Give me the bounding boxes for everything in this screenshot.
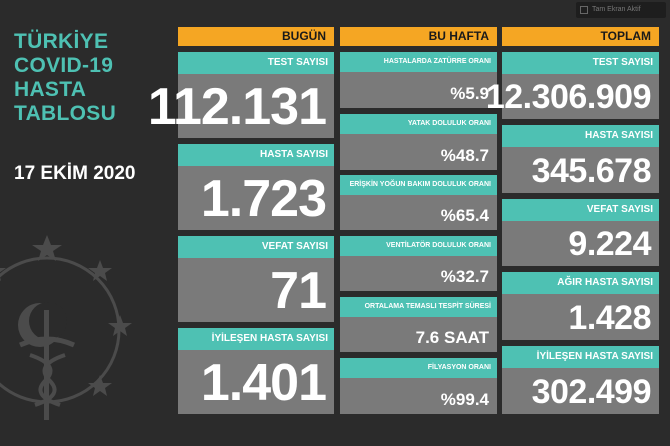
- today-recovered-card: İYİLEŞEN HASTA SAYISI 1.401: [178, 328, 334, 414]
- today-patient-value: 1.723: [200, 170, 327, 228]
- week-pneumonia-label: HASTALARDA ZATÜRRE ORANI: [340, 52, 497, 72]
- total-recovered-value: 302.499: [531, 373, 652, 411]
- week-bed-value: %48.7: [440, 146, 489, 165]
- ministry-emblem-icon: [0, 235, 132, 420]
- today-test-value: 112.131: [147, 78, 327, 136]
- total-death-label: VEFAT SAYISI: [502, 199, 659, 221]
- top-fullscreen-link[interactable]: Tam Ekran Aktif: [576, 2, 666, 18]
- today-recovered-label: İYİLEŞEN HASTA SAYISI: [178, 328, 334, 350]
- week-bed-card: YATAK DOLULUK ORANI %48.7: [340, 114, 497, 170]
- column-header-week: BU HAFTA: [340, 27, 497, 46]
- total-test-value: 12.306.909: [485, 78, 652, 116]
- week-filiation-value: %99.4: [440, 390, 489, 409]
- total-death-card: VEFAT SAYISI 9.224: [502, 199, 659, 266]
- total-patient-value: 345.678: [531, 152, 652, 190]
- today-test-card: TEST SAYISI 112.131: [148, 52, 334, 138]
- title-line-2: COVID-19: [14, 54, 114, 77]
- today-test-label: TEST SAYISI: [178, 52, 334, 74]
- week-icu-value: %65.4: [440, 206, 489, 225]
- column-header-today: BUGÜN: [178, 27, 334, 46]
- today-death-label: VEFAT SAYISI: [178, 236, 334, 258]
- week-bed-label: YATAK DOLULUK ORANI: [340, 114, 497, 134]
- week-ventilator-value: %32.7: [440, 267, 489, 286]
- total-critical-label: AĞIR HASTA SAYISI: [502, 272, 659, 294]
- week-icu-card: ERİŞKİN YOĞUN BAKIM DOLULUK ORANI %65.4: [340, 175, 497, 230]
- report-date: 17 EKİM 2020: [14, 163, 136, 184]
- today-death-card: VEFAT SAYISI 71: [178, 236, 334, 322]
- week-pneumonia-value: %5.9: [450, 84, 489, 103]
- today-death-value: 71: [270, 262, 327, 320]
- column-header-total: TOPLAM: [502, 27, 659, 46]
- today-patient-label: HASTA SAYISI: [178, 144, 334, 166]
- total-test-label: TEST SAYISI: [502, 52, 659, 74]
- total-critical-card: AĞIR HASTA SAYISI 1.428: [502, 272, 659, 340]
- title-line-4: TABLOSU: [14, 102, 117, 125]
- week-filiation-card: FİLYASYON ORANI %99.4: [340, 358, 497, 414]
- today-patient-card: HASTA SAYISI 1.723: [178, 144, 334, 230]
- week-contact-label: ORTALAMA TEMASLI TESPİT SÜRESİ: [340, 297, 497, 317]
- week-ventilator-card: VENTİLATÖR DOLULUK ORANI %32.7: [340, 236, 497, 291]
- total-recovered-label: İYİLEŞEN HASTA SAYISI: [502, 346, 659, 368]
- week-icu-label: ERİŞKİN YOĞUN BAKIM DOLULUK ORANI: [340, 175, 497, 195]
- total-recovered-card: İYİLEŞEN HASTA SAYISI 302.499: [502, 346, 659, 414]
- fullscreen-link-label: Tam Ekran Aktif: [592, 6, 641, 13]
- total-death-value: 9.224: [568, 225, 651, 263]
- total-test-card: TEST SAYISI 12.306.909: [486, 52, 659, 119]
- total-patient-label: HASTA SAYISI: [502, 125, 659, 147]
- title-line-1: TÜRKİYE: [14, 30, 109, 53]
- title-line-3: HASTA: [14, 78, 87, 101]
- page-title: TÜRKİYE COVID-19 HASTA TABLOSU: [14, 30, 116, 126]
- week-filiation-label: FİLYASYON ORANI: [340, 358, 497, 378]
- today-recovered-value: 1.401: [200, 354, 327, 412]
- week-pneumonia-card: HASTALARDA ZATÜRRE ORANI %5.9: [340, 52, 497, 108]
- week-ventilator-label: VENTİLATÖR DOLULUK ORANI: [340, 236, 497, 256]
- total-patient-card: HASTA SAYISI 345.678: [502, 125, 659, 193]
- week-contact-card: ORTALAMA TEMASLI TESPİT SÜRESİ 7.6 SAAT: [340, 297, 497, 352]
- total-critical-value: 1.428: [568, 299, 651, 337]
- week-contact-value: 7.6 SAAT: [415, 328, 489, 347]
- fullscreen-icon: [580, 6, 588, 14]
